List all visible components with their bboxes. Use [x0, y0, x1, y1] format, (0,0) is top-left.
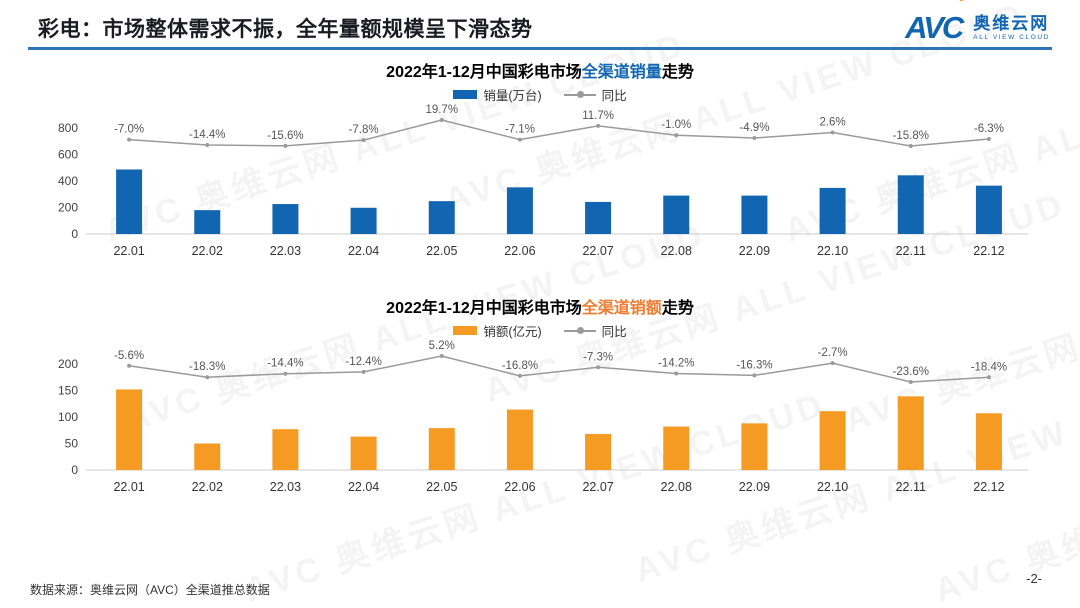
- revenue-title-highlight: 全渠道销额: [581, 300, 662, 317]
- legend-item-yoy: 同比: [563, 85, 627, 104]
- svg-text:22.12: 22.12: [973, 480, 1004, 494]
- svg-text:-15.6%: -15.6%: [267, 130, 303, 142]
- svg-text:-18.3%: -18.3%: [189, 361, 225, 373]
- avc-logo-name: 奥维云网: [973, 13, 1050, 33]
- svg-text:800: 800: [58, 121, 78, 135]
- svg-text:2.6%: 2.6%: [819, 117, 845, 129]
- svg-text:22.08: 22.08: [661, 244, 692, 258]
- svg-text:22.06: 22.06: [504, 244, 535, 258]
- avc-logo-dot-icon: [958, 0, 966, 1]
- svg-text:22.04: 22.04: [348, 480, 379, 494]
- revenue-chart-canvas: 0 50 100 150 200 22.01 22.02 22.03 22.04 22.05 22.…: [58, 340, 1028, 494]
- svg-text:22.09: 22.09: [739, 244, 770, 258]
- page-title: 彩电：市场整体需求不振，全年量额规模呈下滑态势: [38, 17, 533, 41]
- volume-bar-swatch-icon: [453, 90, 478, 99]
- svg-text:22.09: 22.09: [739, 480, 770, 494]
- svg-text:19.7%: 19.7%: [425, 104, 458, 116]
- volume-chart-section: 2022年1-12月中国彩电市场全渠道销量走势 销量(万台) 同比 0 200 40…: [0, 58, 1080, 286]
- page-number: -2-: [1026, 571, 1042, 586]
- legend-item-yoy: 同比: [563, 321, 627, 340]
- svg-text:-16.3%: -16.3%: [736, 359, 772, 371]
- svg-text:-7.0%: -7.0%: [114, 124, 144, 136]
- svg-text:22.05: 22.05: [426, 480, 457, 494]
- svg-text:22.04: 22.04: [348, 244, 379, 258]
- svg-text:-4.9%: -4.9%: [739, 122, 769, 134]
- svg-text:22.03: 22.03: [270, 480, 301, 494]
- volume-title-prefix: 2022年1-12月中国彩电市场: [386, 64, 582, 81]
- svg-text:0: 0: [71, 227, 78, 241]
- legend-label: 同比: [601, 89, 627, 103]
- svg-text:200: 200: [58, 201, 78, 215]
- legend-label: 销额(亿元): [483, 325, 542, 339]
- header-divider: [28, 47, 1052, 50]
- svg-text:22.01: 22.01: [113, 244, 144, 258]
- svg-text:22.01: 22.01: [113, 480, 144, 494]
- svg-text:150: 150: [58, 384, 78, 398]
- legend-item-volume: 销量(万台): [453, 85, 542, 104]
- svg-text:-14.2%: -14.2%: [658, 358, 694, 370]
- svg-text:0: 0: [71, 463, 78, 477]
- svg-text:400: 400: [58, 174, 78, 188]
- volume-title-highlight: 全渠道销量: [581, 64, 662, 81]
- svg-text:-5.6%: -5.6%: [114, 350, 144, 362]
- svg-text:22.06: 22.06: [504, 480, 535, 494]
- svg-text:-1.0%: -1.0%: [661, 119, 691, 131]
- svg-text:-7.8%: -7.8%: [349, 124, 379, 136]
- legend-item-revenue: 销额(亿元): [453, 321, 542, 340]
- svg-text:22.02: 22.02: [192, 244, 223, 258]
- svg-text:22.11: 22.11: [896, 244, 926, 258]
- volume-title-suffix: 走势: [661, 64, 694, 81]
- svg-text:-15.8%: -15.8%: [893, 130, 929, 142]
- svg-text:-14.4%: -14.4%: [189, 129, 225, 141]
- svg-text:-12.4%: -12.4%: [345, 356, 381, 368]
- avc-logo-text: AVC: [905, 0, 966, 43]
- svg-text:22.12: 22.12: [973, 244, 1004, 258]
- svg-text:22.02: 22.02: [192, 480, 223, 494]
- svg-text:600: 600: [58, 148, 78, 162]
- svg-text:-18.4%: -18.4%: [971, 361, 1007, 373]
- svg-text:-7.1%: -7.1%: [505, 124, 535, 136]
- revenue-chart-legend: 销额(亿元) 同比: [0, 321, 1080, 340]
- revenue-title-prefix: 2022年1-12月中国彩电市场: [386, 300, 582, 317]
- svg-text:100: 100: [58, 410, 78, 424]
- yoy-line-swatch-icon: [563, 91, 596, 98]
- legend-label: 同比: [601, 325, 627, 339]
- svg-text:50: 50: [65, 437, 79, 451]
- revenue-title-suffix: 走势: [661, 300, 694, 317]
- svg-text:5.2%: 5.2%: [429, 340, 455, 352]
- revenue-chart-title: 2022年1-12月中国彩电市场全渠道销额走势: [0, 294, 1080, 318]
- data-source: 数据来源：奥维云网（AVC）全渠道推总数据: [30, 583, 270, 597]
- revenue-chart-section: 2022年1-12月中国彩电市场全渠道销额走势 销额(亿元) 同比 0 50 100…: [0, 294, 1080, 522]
- svg-text:-16.8%: -16.8%: [502, 360, 538, 372]
- svg-text:22.10: 22.10: [817, 480, 848, 494]
- svg-text:22.05: 22.05: [426, 244, 457, 258]
- svg-text:200: 200: [58, 357, 78, 371]
- legend-label: 销量(万台): [483, 89, 542, 103]
- header: 彩电：市场整体需求不振，全年量额规模呈下滑态势 AVC 奥维云网 ALL VIE…: [0, 0, 1080, 47]
- volume-chart-legend: 销量(万台) 同比: [0, 85, 1080, 104]
- svg-text:22.07: 22.07: [582, 244, 613, 258]
- volume-chart-canvas: 0 200 400 600 800 22.01 22.02 22.03 22.04 22.05 22…: [58, 104, 1028, 258]
- svg-text:-2.7%: -2.7%: [818, 347, 848, 359]
- svg-text:22.11: 22.11: [896, 480, 926, 494]
- volume-chart-title: 2022年1-12月中国彩电市场全渠道销量走势: [0, 58, 1080, 82]
- svg-text:-23.6%: -23.6%: [893, 366, 929, 378]
- svg-text:-7.3%: -7.3%: [583, 351, 613, 363]
- svg-text:22.10: 22.10: [817, 244, 848, 258]
- yoy-line-swatch-icon: [563, 327, 596, 334]
- svg-text:-14.4%: -14.4%: [267, 358, 303, 370]
- svg-text:11.7%: 11.7%: [582, 110, 614, 122]
- svg-text:22.07: 22.07: [582, 480, 613, 494]
- svg-text:22.08: 22.08: [661, 480, 692, 494]
- revenue-bar-swatch-icon: [453, 326, 478, 335]
- avc-logo: AVC 奥维云网 ALL VIEW CLOUD: [905, 0, 1050, 43]
- svg-text:-6.3%: -6.3%: [974, 123, 1004, 135]
- svg-text:22.03: 22.03: [270, 244, 301, 258]
- avc-logo-subtitle: ALL VIEW CLOUD: [973, 33, 1050, 41]
